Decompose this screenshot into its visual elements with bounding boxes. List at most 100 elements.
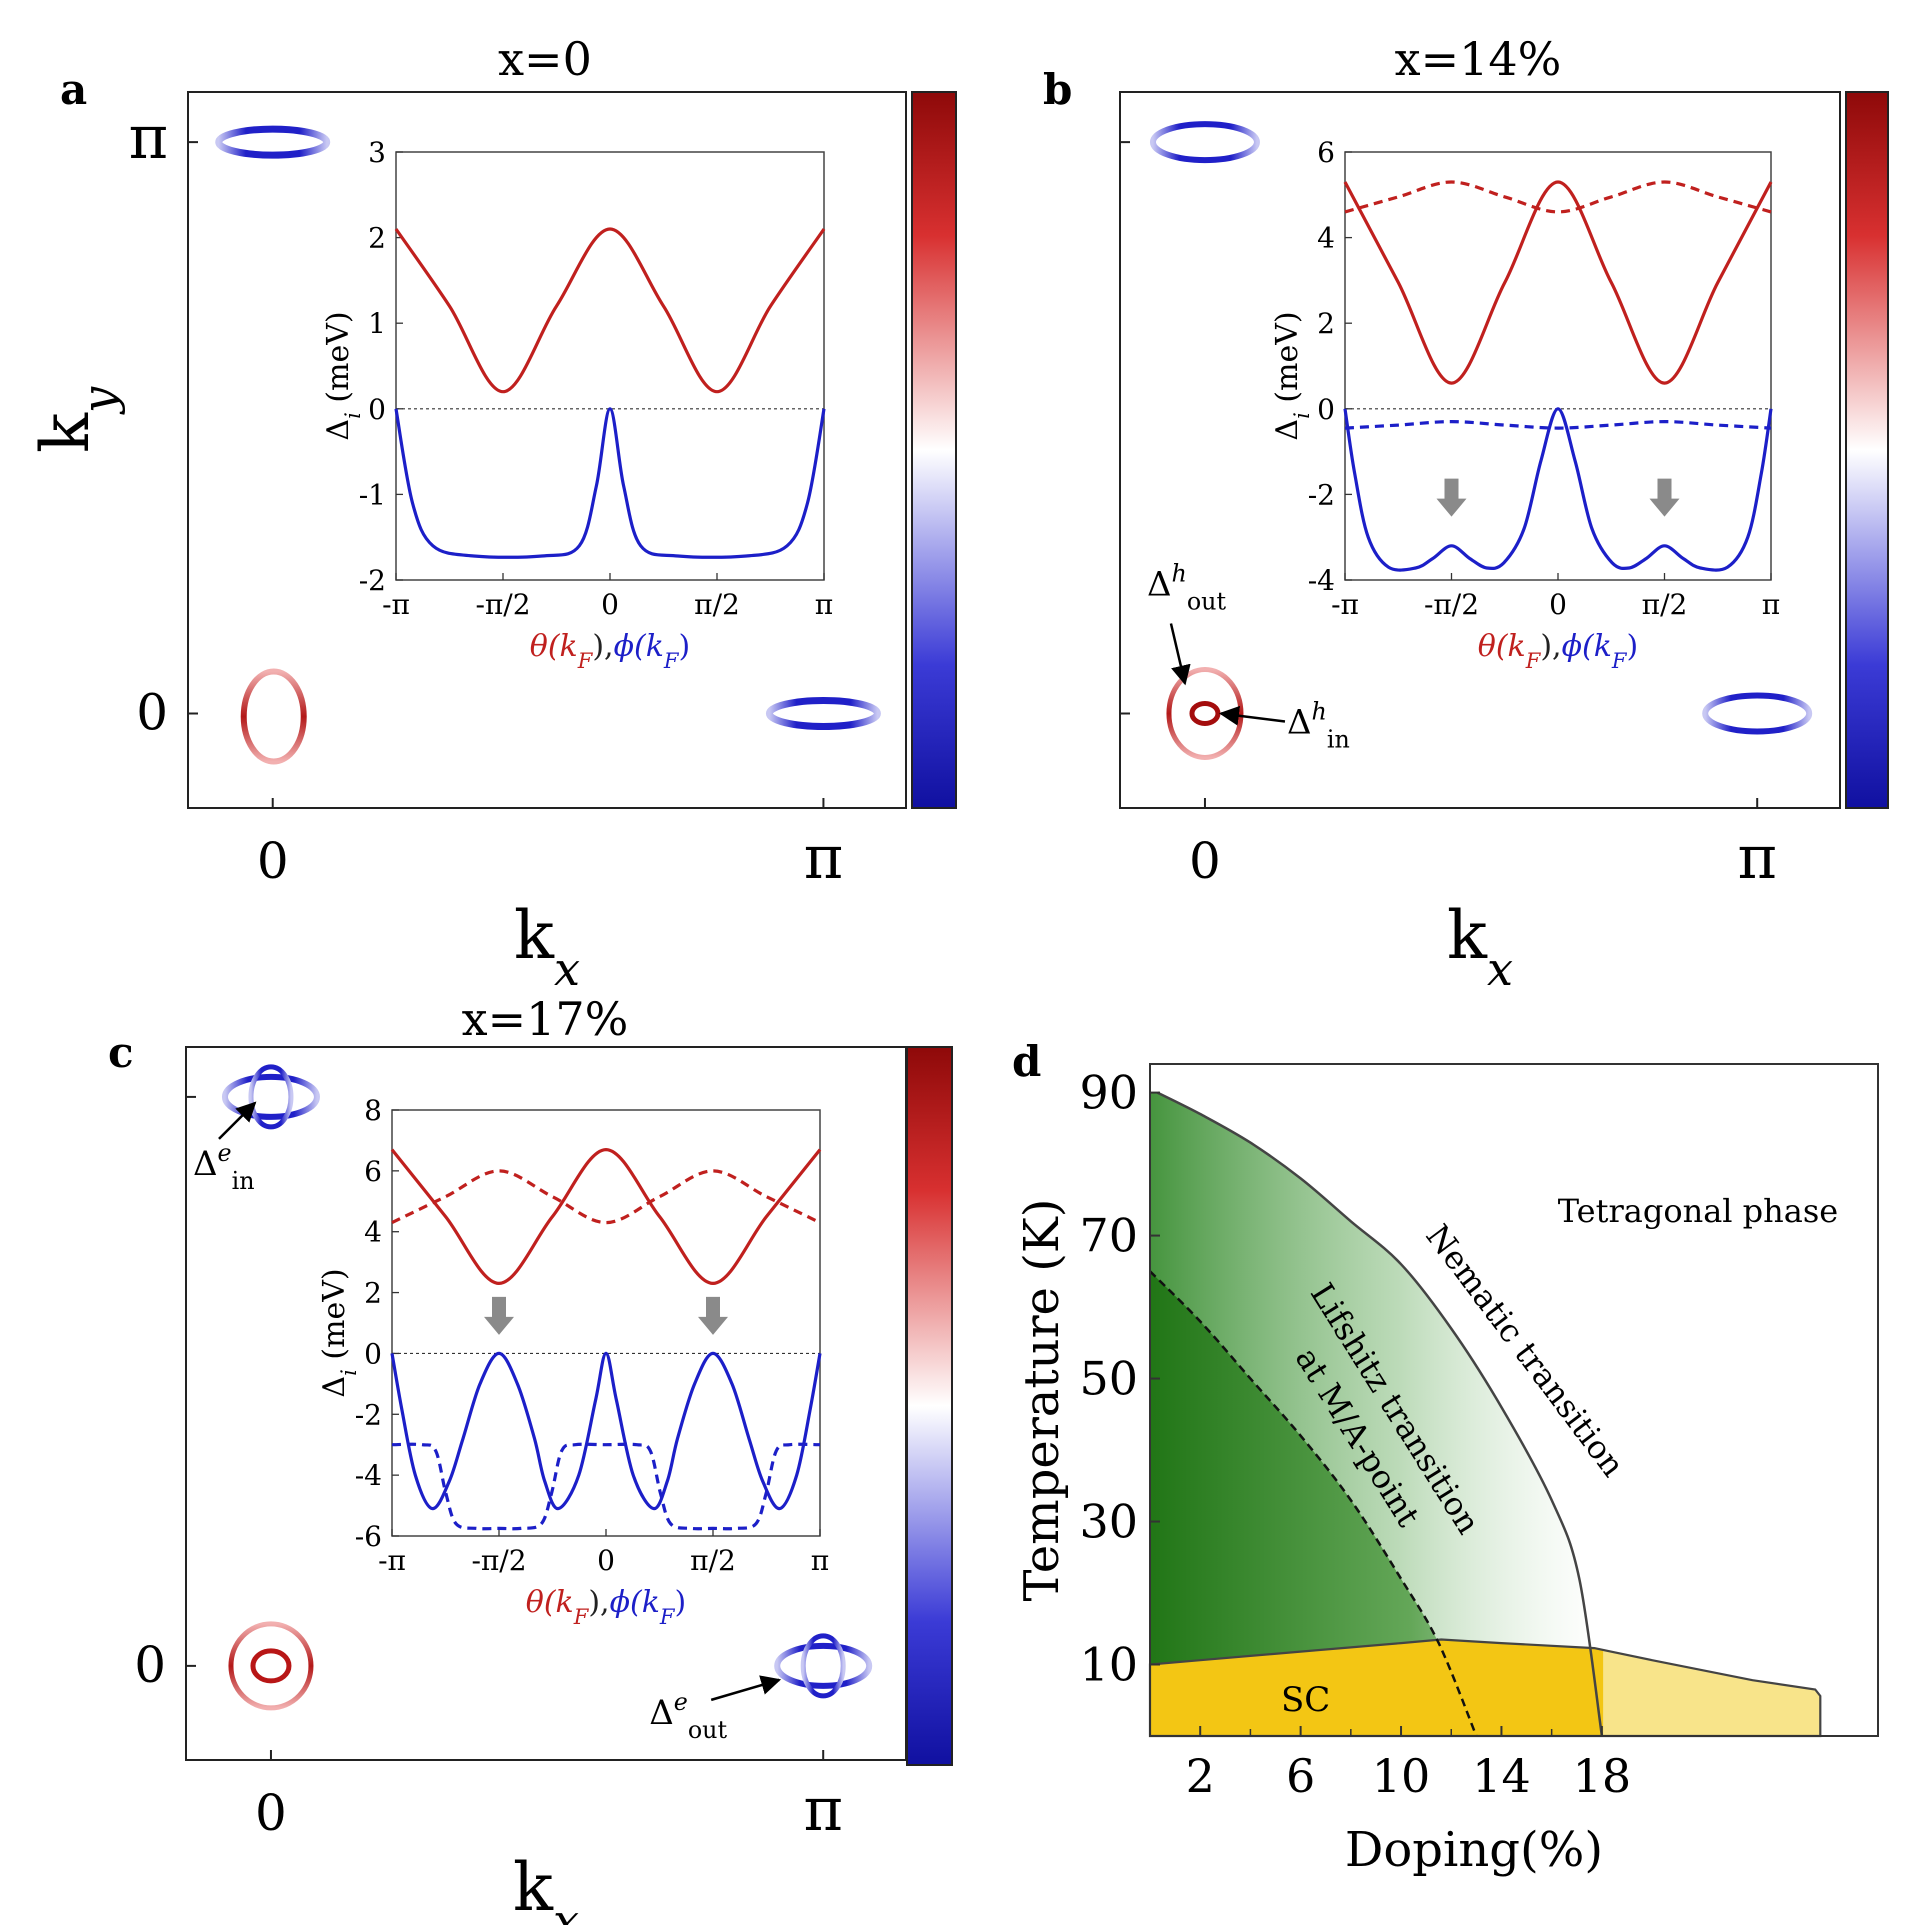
- y-tick-label: 30: [1079, 1495, 1138, 1549]
- inset-x-tick-label: π: [815, 588, 833, 621]
- panel-b: b x=14% 0 π kx Δhout Δhin -π -π/2 0 π/2 π -4 -2 0 2 4 6 Δi…: [1043, 32, 1889, 996]
- inset-x-axis-label: θ(kF),ϕ(kF): [1478, 629, 1638, 673]
- panel-title: x=14%: [1395, 32, 1562, 86]
- inset-y-tick-label: 1: [368, 307, 386, 340]
- inset-x-tick-label: -π: [378, 1544, 406, 1577]
- x-tick-label: π: [803, 1775, 842, 1845]
- y-tick-label: 10: [1079, 1638, 1138, 1692]
- colorbar: [911, 91, 957, 809]
- series-hole-solid: [390, 1148, 822, 1285]
- inset-y-axis-label: Δi (meV): [317, 1268, 361, 1397]
- gray-arrow: [698, 1296, 728, 1335]
- x-tick-label: 14: [1472, 1749, 1531, 1803]
- fermi-pocket-hole-outer: [1166, 666, 1244, 760]
- fermi-pocket-hole-outer: [228, 1621, 314, 1711]
- lifshitz-region: [1150, 1271, 1477, 1736]
- panel-title: x=17%: [462, 992, 629, 1046]
- annotation-arrow: [710, 1675, 782, 1702]
- sc-label: SC: [1281, 1680, 1330, 1720]
- tetragonal-phase-label: Tetragonal phase: [1558, 1192, 1838, 1230]
- inset-y-tick-label: -2: [359, 564, 386, 597]
- inset-y-tick-label: 3: [368, 136, 386, 169]
- annotation-arrow: [218, 1101, 257, 1140]
- fermi-pocket-hole-inner: [250, 1648, 292, 1684]
- y-tick-label: 90: [1079, 1066, 1138, 1120]
- y-tick-label: 0: [134, 1636, 166, 1694]
- inset-x-axis-label: θ(kF),ϕ(kF): [526, 1585, 686, 1629]
- inset-y-tick-label: -2: [355, 1398, 382, 1431]
- nematic-transition-line: [1156, 1091, 1604, 1737]
- x-tick-label: 0: [257, 832, 289, 890]
- inset-x-tick-label: 0: [1549, 588, 1567, 621]
- series-electron-solid: [390, 1351, 822, 1511]
- inset-y-tick-label: -2: [1308, 478, 1335, 511]
- panel-label: a: [60, 65, 87, 114]
- series-hole-dashed: [391, 1169, 821, 1225]
- inset-y-tick-label: 0: [364, 1337, 382, 1370]
- y-tick-label: 70: [1079, 1209, 1138, 1263]
- panel-frame: [187, 91, 907, 809]
- x-tick-label: 2: [1186, 1749, 1215, 1803]
- gray-arrow: [484, 1296, 514, 1335]
- colorbar: [906, 1046, 953, 1766]
- sc-boundary: [1148, 1638, 1822, 1738]
- inset-y-tick-label: -4: [355, 1459, 382, 1492]
- inset-x-tick-label: π/2: [694, 588, 740, 621]
- panel-d: d 2 6 10 14 18 10 30 50 70 90 Doping(%) Temperature …: [1012, 1037, 1879, 1878]
- inset-y-axis-label: Δi (meV): [321, 311, 365, 440]
- panel-frame: [1149, 1063, 1879, 1737]
- annotation-delta-in-e: Δein: [193, 1139, 255, 1195]
- panel-a: a x=0 0 π 0 π kx ky -π -π/2 0 π/2 π -2 -1 0 1 2 3 Δi (meV) θ…: [27, 32, 957, 996]
- inset-x-tick-label: -π/2: [475, 588, 530, 621]
- fermi-pocket-electron-outer: [221, 1073, 320, 1120]
- inset-x-tick-label: π: [811, 1544, 829, 1577]
- x-tick-label: π: [1737, 823, 1776, 893]
- inset-y-tick-label: 2: [368, 222, 386, 255]
- fermi-pocket-electron-outer: [774, 1642, 873, 1689]
- inset-y-tick-label: 2: [1317, 307, 1335, 340]
- inset-x-tick-label: -π/2: [1424, 588, 1479, 621]
- x-tick-label: 0: [1189, 832, 1221, 890]
- colorbar: [1845, 91, 1889, 809]
- fermi-pocket-hole: [240, 668, 307, 765]
- inset-y-tick-label: 8: [364, 1094, 382, 1127]
- fermi-pocket-hole-inner: [1189, 700, 1221, 726]
- inset-x-tick-label: π: [1762, 588, 1780, 621]
- inset-y-tick-label: -4: [1308, 564, 1335, 597]
- inset-x-tick-label: 0: [601, 588, 619, 621]
- annotation-arrow: [1218, 705, 1286, 726]
- x-axis-label: kx: [514, 897, 580, 996]
- annotation-delta-in-h: Δhin: [1287, 697, 1350, 753]
- series-electron-solid: [394, 407, 826, 559]
- inset-y-tick-label: -6: [355, 1520, 382, 1553]
- inset-x-tick-label: 0: [597, 1544, 615, 1577]
- inset-y-tick-label: 0: [1317, 393, 1335, 426]
- y-tick-label: 50: [1079, 1352, 1138, 1406]
- y-tick-label: 0: [136, 683, 168, 741]
- series-hole-solid: [1343, 180, 1773, 385]
- panel-label: c: [108, 1028, 134, 1077]
- lifshitz-transition-line: [1149, 1270, 1478, 1737]
- series-hole-solid: [394, 227, 826, 394]
- inset-y-tick-label: 6: [1317, 136, 1335, 169]
- panel-label: d: [1012, 1037, 1041, 1086]
- x-axis-label: kx: [513, 1849, 579, 1925]
- inset-x-tick-label: -π: [382, 588, 410, 621]
- panel-c: c x=17% 0 π 0 kx Δein Δeout -π -π/2 0 π/2 π -6 -4 -2 0 2 4…: [108, 992, 953, 1925]
- inset-y-tick-label: 4: [364, 1216, 382, 1249]
- x-tick-label: 10: [1372, 1749, 1431, 1803]
- annotation-delta-out-e: Δeout: [649, 1688, 727, 1744]
- inset-y-tick-label: 0: [368, 393, 386, 426]
- y-axis-label: ky: [27, 386, 126, 453]
- x-tick-label: π: [804, 823, 843, 893]
- x-tick-label: 6: [1286, 1749, 1315, 1803]
- inset-frame: [395, 151, 825, 581]
- annotation-delta-out-h: Δhout: [1147, 559, 1227, 615]
- x-axis-label: kx: [1447, 897, 1513, 996]
- inset-frame: [1344, 151, 1772, 581]
- panel-label: b: [1043, 65, 1072, 114]
- inset-x-tick-label: π/2: [690, 1544, 736, 1577]
- fermi-pocket-electron: [1702, 692, 1813, 735]
- gray-arrow: [1649, 478, 1680, 517]
